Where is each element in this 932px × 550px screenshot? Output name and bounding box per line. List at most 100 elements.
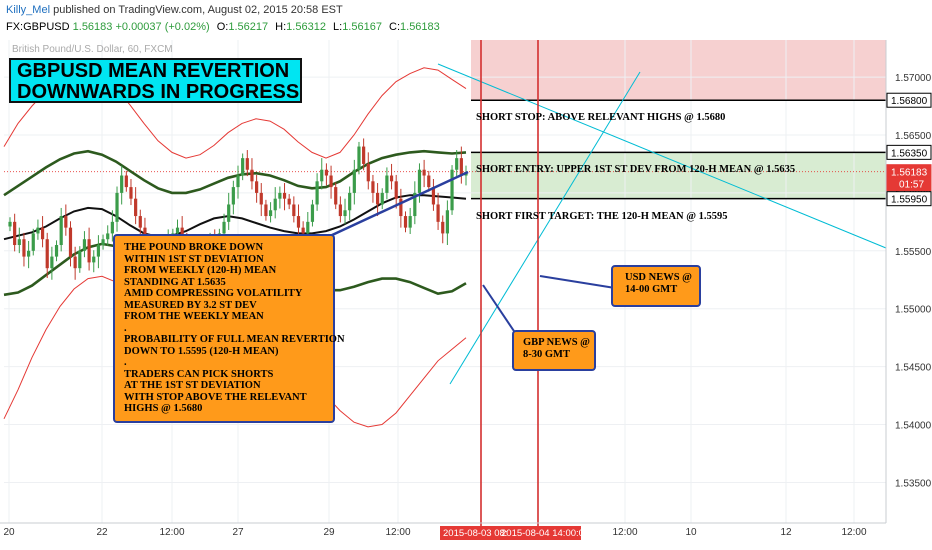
y-tick-label: 1.57000 (895, 73, 932, 84)
candle-body (27, 250, 31, 257)
candle-body (352, 169, 356, 193)
published-text: published on TradingView.com, August 02,… (53, 4, 343, 16)
candle-body (78, 250, 82, 269)
gbp-note-line: GBP NEWS @ (523, 337, 590, 348)
candle-body (36, 227, 40, 234)
date-highlight-usd: 2015-08-04 14:00:00 (501, 528, 589, 539)
candle-body (82, 239, 87, 251)
author-link[interactable]: Killy_Mel (6, 4, 51, 16)
y-tick-label: 1.55000 (895, 305, 932, 316)
candle-body (408, 216, 412, 228)
candle-body (45, 239, 49, 269)
analysis-note-line: THE POUND BROKE DOWN (124, 242, 264, 253)
high-label: H: (275, 21, 287, 33)
candle-body (334, 187, 338, 205)
candle-body (301, 227, 305, 234)
candle-body (64, 216, 68, 228)
gbp-note-line: 8-30 GMT (523, 348, 570, 360)
x-tick-label: 10 (685, 527, 697, 538)
candle-body (264, 204, 268, 217)
last-price: 1.56183 (72, 21, 113, 33)
candle-body (380, 192, 384, 205)
analysis-note-line: PROBABILITY OF FULL MEAN REVERTION (124, 334, 345, 345)
candle-body (250, 169, 254, 182)
analysis-note-line: WITHIN 1ST ST DEVIATION (124, 253, 264, 265)
candle-body (343, 210, 347, 217)
chart-header: Killy_Mel published on TradingView.com, … (0, 0, 932, 40)
candle-body (427, 175, 431, 188)
candle-body (292, 204, 296, 217)
candle-body (329, 175, 333, 188)
usd-note-line: USD NEWS @ (625, 272, 692, 283)
candle-body (241, 158, 245, 176)
price-label: 1.56350 (891, 148, 928, 159)
x-tick-label: 12:00 (159, 527, 184, 538)
x-tick-label: 12:00 (841, 527, 866, 538)
short-stop-label: SHORT STOP: ABOVE RELEVANT HIGHS @ 1.568… (476, 112, 726, 123)
analysis-note-line: MEASURED BY 3.2 ST DEV (124, 299, 257, 311)
candle-body (399, 198, 403, 217)
candle-body (306, 221, 310, 234)
y-tick-label: 1.56500 (895, 131, 932, 142)
analysis-note-line: AMID COMPRESSING VOLATILITY (124, 288, 303, 299)
title-line-1: GBPUSD MEAN REVERTION (17, 60, 290, 82)
candle-body (59, 216, 63, 246)
price-label-box (886, 191, 932, 207)
candle-body (120, 175, 124, 193)
candle-body (110, 221, 114, 234)
analysis-note-line: DOWN TO 1.5595 (120-H MEAN) (124, 345, 279, 357)
candle-body (268, 210, 273, 217)
upper-1sd-band (3, 149, 467, 197)
candle-body (450, 169, 454, 211)
symbol-label[interactable]: FX:GBPUSD (6, 21, 70, 33)
candle-body (68, 227, 73, 257)
price-label: 1.55950 (891, 195, 928, 206)
y-tick-label: 1.55500 (895, 247, 932, 258)
candle-body (362, 146, 366, 164)
usd-news-note: USD NEWS @14-00 GMT (611, 265, 701, 307)
candle-body (259, 192, 263, 205)
candle-body (87, 239, 91, 263)
open-value: 1.56217 (228, 21, 269, 33)
candle-body (455, 158, 459, 170)
y-tick-label: 1.54500 (895, 363, 932, 374)
analysis-note-line: TRADERS CAN PICK SHORTS (124, 368, 274, 380)
x-tick-label: 20 (3, 527, 15, 538)
candle-body (17, 239, 21, 246)
price-label: 1.56183 (891, 168, 928, 179)
candle-body (315, 181, 319, 205)
candle-body (222, 221, 226, 234)
analysis-note-line: . (124, 322, 127, 334)
candle-body (431, 187, 436, 205)
analysis-note-line: . (124, 357, 127, 368)
short-target-label: SHORT FIRST TARGET: THE 120-H MEAN @ 1.5… (476, 211, 728, 222)
candle-body (278, 192, 282, 199)
low-value: 1.56167 (342, 21, 382, 33)
open-label: O: (216, 21, 229, 33)
gbp-news-note: GBP NEWS @8-30 GMT (512, 330, 596, 371)
analysis-note-line: FROM THE WEEKLY MEAN (124, 311, 264, 322)
candle-body (422, 169, 426, 176)
entry-zone (471, 152, 886, 199)
analysis-note-line: AT THE 1ST ST DEVIATION (124, 380, 261, 391)
x-tick-label: 27 (232, 527, 244, 538)
candle-body (134, 198, 138, 217)
chart-watermark-title: British Pound/U.S. Dollar, 60, FXCM (12, 44, 173, 55)
high-value: 1.56312 (286, 21, 326, 33)
price-label-box (886, 144, 932, 160)
candle-body (236, 175, 240, 188)
y-tick-label: 1.54000 (895, 421, 932, 432)
candle-body (54, 245, 59, 257)
candle-body (385, 175, 389, 193)
close-value: 1.56183 (400, 21, 440, 33)
candle-body (92, 256, 96, 263)
analysis-title-box: GBPUSD MEAN REVERTION DOWNWARDS IN PROGR… (9, 58, 302, 103)
candle-body (389, 175, 394, 182)
analysis-note: THE POUND BROKE DOWN WITHIN 1ST ST DEVIAT… (113, 234, 345, 423)
y-tick-label: 1.53500 (895, 478, 932, 489)
analysis-note-line: WITH STOP ABOVE THE RELEVANT (124, 391, 307, 403)
candle-body (106, 233, 110, 240)
candle-body (371, 181, 375, 193)
mean-120h-line (3, 194, 467, 241)
low-label: L: (333, 21, 343, 33)
